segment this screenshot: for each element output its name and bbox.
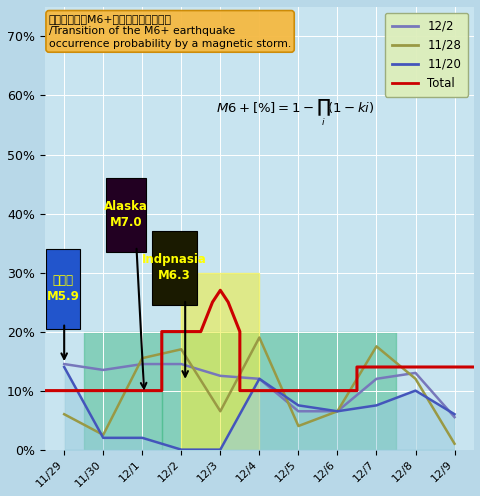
Text: $\mathit{M6+[\%]=1-\prod_i(1-ki)}$: $\mathit{M6+[\%]=1-\prod_i(1-ki)}$ <box>216 98 374 128</box>
Bar <box>161 332 395 450</box>
FancyBboxPatch shape <box>151 231 197 305</box>
Text: 磁気嵐によるM6+地震発生確率の推移
/Transition of the M6+ earthquake
occurrence probability by a: 磁気嵐によるM6+地震発生確率の推移 /Transition of the M6… <box>49 13 290 49</box>
Text: Alaska
M7.0: Alaska M7.0 <box>104 200 147 229</box>
Text: Indpnasia
M6.3: Indpnasia M6.3 <box>142 253 207 282</box>
Bar <box>181 273 259 450</box>
Legend: 12/2, 11/28, 11/20, Total: 12/2, 11/28, 11/20, Total <box>384 13 467 97</box>
Text: 青森沖
M5.9: 青森沖 M5.9 <box>47 274 80 303</box>
FancyBboxPatch shape <box>46 249 80 329</box>
Bar <box>84 332 161 450</box>
FancyBboxPatch shape <box>106 178 145 252</box>
